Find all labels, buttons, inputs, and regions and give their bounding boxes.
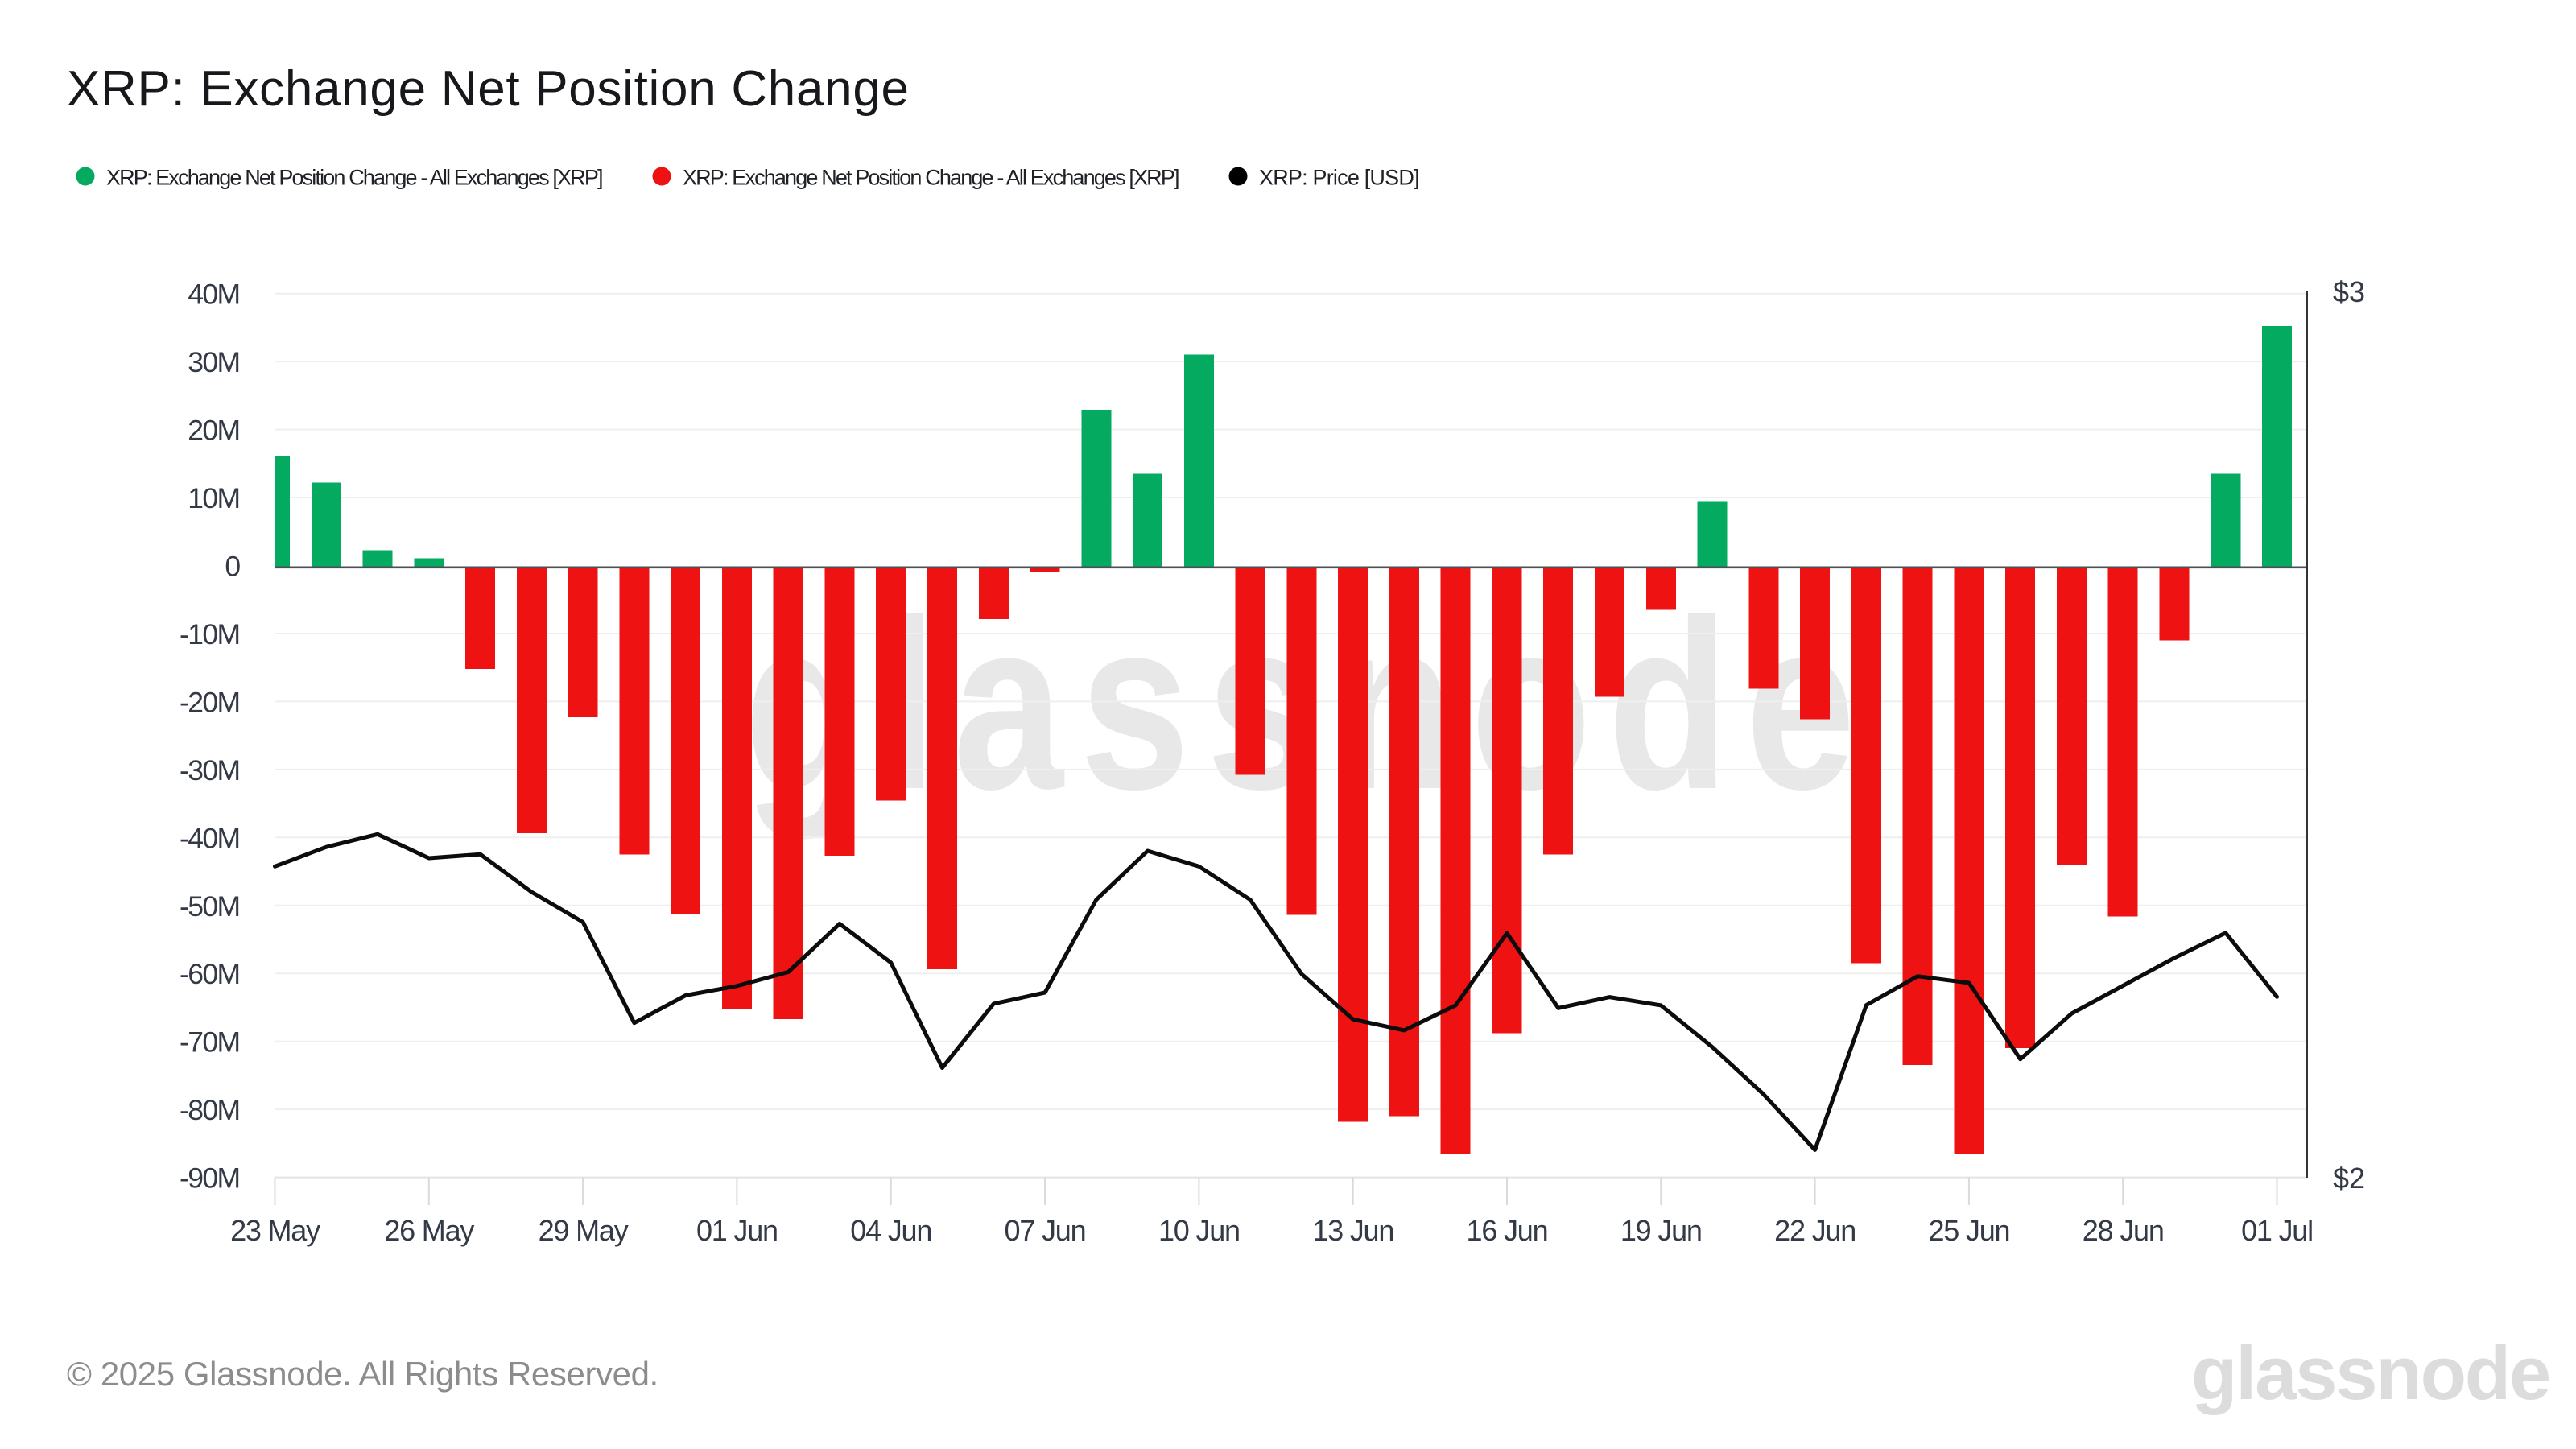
svg-text:10 Jun: 10 Jun	[1158, 1214, 1240, 1247]
svg-text:16 Jun: 16 Jun	[1467, 1214, 1548, 1247]
svg-text:-10M: -10M	[180, 618, 239, 650]
svg-text:28 Jun: 28 Jun	[2083, 1214, 2164, 1247]
svg-text:XRP: Price [USD]: XRP: Price [USD]	[1259, 166, 1419, 190]
svg-text:© 2025 Glassnode. All Rights R: © 2025 Glassnode. All Rights Reserved.	[67, 1355, 658, 1393]
svg-text:-50M: -50M	[180, 890, 239, 923]
svg-text:01 Jun: 01 Jun	[696, 1214, 778, 1247]
svg-text:25 Jun: 25 Jun	[1928, 1214, 2009, 1247]
svg-text:04 Jun: 04 Jun	[850, 1214, 931, 1247]
svg-text:0: 0	[225, 551, 240, 583]
svg-text:-30M: -30M	[180, 754, 239, 786]
svg-text:-80M: -80M	[180, 1094, 239, 1126]
svg-text:XRP: Exchange Net Position Cha: XRP: Exchange Net Position Change - All …	[106, 166, 602, 190]
svg-text:10M: 10M	[188, 482, 239, 514]
svg-text:-40M: -40M	[180, 822, 239, 854]
svg-text:glassnode: glassnode	[2191, 1331, 2549, 1415]
svg-text:-90M: -90M	[180, 1162, 239, 1195]
svg-text:XRP: Exchange Net Position Cha: XRP: Exchange Net Position Change - All …	[683, 166, 1179, 190]
svg-text:$3: $3	[2333, 275, 2365, 308]
svg-text:19 Jun: 19 Jun	[1620, 1214, 1702, 1247]
svg-text:07 Jun: 07 Jun	[1005, 1214, 1086, 1247]
svg-text:-60M: -60M	[180, 958, 239, 990]
svg-text:13 Jun: 13 Jun	[1312, 1214, 1393, 1247]
svg-text:40M: 40M	[188, 279, 239, 311]
svg-text:-70M: -70M	[180, 1026, 239, 1059]
svg-text:26 May: 26 May	[384, 1214, 474, 1247]
svg-text:20M: 20M	[188, 415, 239, 447]
svg-text:22 Jun: 22 Jun	[1774, 1214, 1856, 1247]
svg-text:29 May: 29 May	[539, 1214, 629, 1247]
svg-text:$2: $2	[2333, 1162, 2365, 1195]
svg-text:30M: 30M	[188, 346, 239, 378]
svg-text:23 May: 23 May	[230, 1214, 320, 1247]
svg-text:-20M: -20M	[180, 686, 239, 718]
svg-text:XRP: Exchange Net Position Cha: XRP: Exchange Net Position Change	[67, 61, 910, 117]
svg-text:01 Jul: 01 Jul	[2241, 1214, 2313, 1247]
